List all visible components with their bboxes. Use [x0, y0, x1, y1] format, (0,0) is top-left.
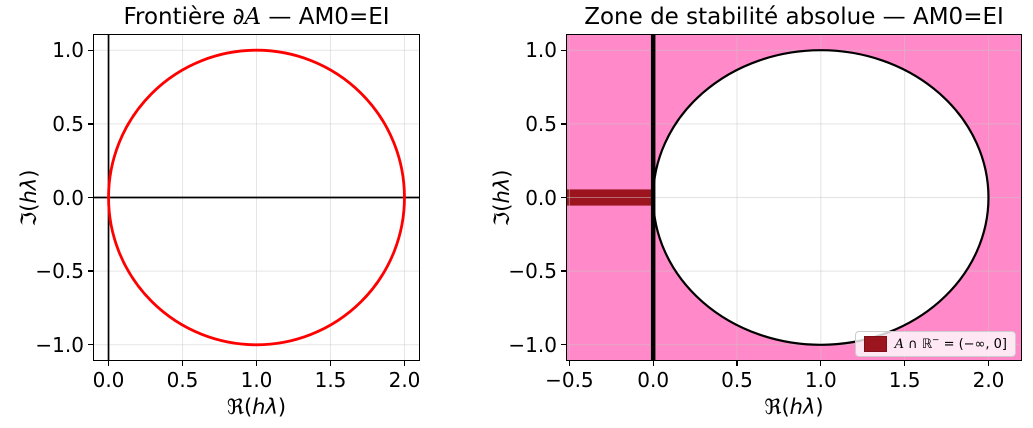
x-tick-mark — [181, 361, 184, 366]
x-tick-mark — [403, 361, 406, 366]
x-tick-label: 1.0 — [240, 368, 273, 392]
x-tick-label: 0.5 — [166, 368, 199, 392]
text-fragment: = (−∞, 0] — [939, 336, 1007, 352]
x-tick-mark — [107, 361, 110, 366]
y-axis-label: ℑ(hλ) — [490, 169, 514, 226]
x-tick-mark — [903, 361, 906, 366]
x-tick-mark — [329, 361, 332, 366]
zone-stabilite-canvas — [566, 34, 1022, 361]
y-tick-label: 0.0 — [52, 185, 84, 210]
x-tick-label: 2.0 — [388, 368, 421, 392]
text-fragment: ∩ ℝ — [903, 336, 933, 352]
y-axis-label: ℑ(hλ) — [17, 169, 41, 226]
text-fragment: — AM0=EI — [261, 4, 390, 30]
x-tick-mark — [568, 361, 571, 366]
x-tick-label: 0.0 — [637, 368, 670, 392]
text-fragment: ℑ( — [490, 203, 514, 226]
frontiere-axes — [93, 34, 420, 361]
y-tick-mark — [561, 49, 566, 51]
text-fragment: ℜ( — [226, 395, 253, 419]
x-tick-label: 0.0 — [92, 368, 125, 392]
y-tick-label: −0.5 — [508, 259, 557, 284]
y-tick-mark — [561, 344, 566, 346]
legend-label: A ∩ ℝ− = (−∞, 0] — [894, 335, 1007, 352]
text-fragment: ℜ( — [764, 395, 790, 419]
instability-disk-boundary — [652, 49, 990, 346]
text-fragment: Zone de stabilité absolue — AM0=EI — [584, 4, 1004, 30]
y-tick-label: 0.5 — [525, 111, 557, 136]
y-tick-label: −0.5 — [35, 259, 84, 284]
x-axis-label: ℜ(hλ) — [93, 395, 420, 419]
text-fragment: A — [244, 4, 262, 30]
x-tick-label: 2.0 — [972, 368, 1005, 392]
text-fragment: hλ — [789, 395, 816, 419]
y-tick-mark — [561, 123, 566, 125]
text-fragment: ) — [17, 169, 41, 178]
text-fragment: hλ — [17, 177, 41, 204]
text-fragment: hλ — [490, 177, 514, 204]
plot-title: Frontière ∂A — AM0=EI — [33, 4, 480, 30]
text-fragment: Frontière ∂ — [123, 4, 245, 30]
legend-swatch — [863, 336, 887, 352]
text-fragment: − — [932, 335, 940, 346]
y-tick-mark — [561, 196, 566, 199]
text-fragment: hλ — [252, 395, 278, 419]
text-fragment: ) — [815, 395, 824, 419]
y-tick-label: −1.0 — [35, 332, 84, 357]
y-tick-mark — [88, 123, 93, 125]
x-tick-label: −0.5 — [545, 368, 594, 392]
text-fragment: A — [894, 336, 904, 352]
x-tick-label: 0.5 — [721, 368, 753, 392]
legend: A ∩ ℝ− = (−∞, 0] — [854, 331, 1016, 357]
stability-boundary-circle — [107, 48, 406, 347]
y-tick-mark — [561, 270, 566, 272]
y-tick-mark — [88, 344, 93, 346]
x-axis-label: ℜ(hλ) — [566, 395, 1022, 419]
y-tick-mark — [88, 49, 93, 51]
x-tick-mark — [652, 361, 654, 366]
x-tick-label: 1.5 — [314, 368, 347, 392]
y-tick-mark — [88, 196, 93, 199]
x-tick-mark — [987, 361, 990, 366]
text-fragment: ) — [277, 395, 287, 419]
frontiere-canvas — [93, 34, 420, 361]
y-tick-label: 0.0 — [525, 185, 557, 210]
x-tick-mark — [255, 361, 258, 366]
text-fragment: ℑ( — [17, 203, 41, 226]
plot-title: Zone de stabilité absolue — AM0=EI — [506, 4, 1033, 30]
y-tick-label: 1.0 — [52, 38, 84, 63]
y-tick-mark — [88, 270, 93, 272]
y-tick-label: −1.0 — [508, 332, 557, 357]
y-tick-label: 1.0 — [525, 38, 557, 63]
x-tick-label: 1.0 — [804, 368, 837, 392]
x-tick-label: 1.5 — [888, 368, 921, 392]
x-tick-mark — [820, 361, 822, 366]
y-tick-label: 0.5 — [52, 111, 84, 136]
text-fragment: ) — [490, 169, 514, 178]
zone-stabilite-axes — [566, 34, 1022, 361]
x-tick-mark — [736, 361, 738, 366]
